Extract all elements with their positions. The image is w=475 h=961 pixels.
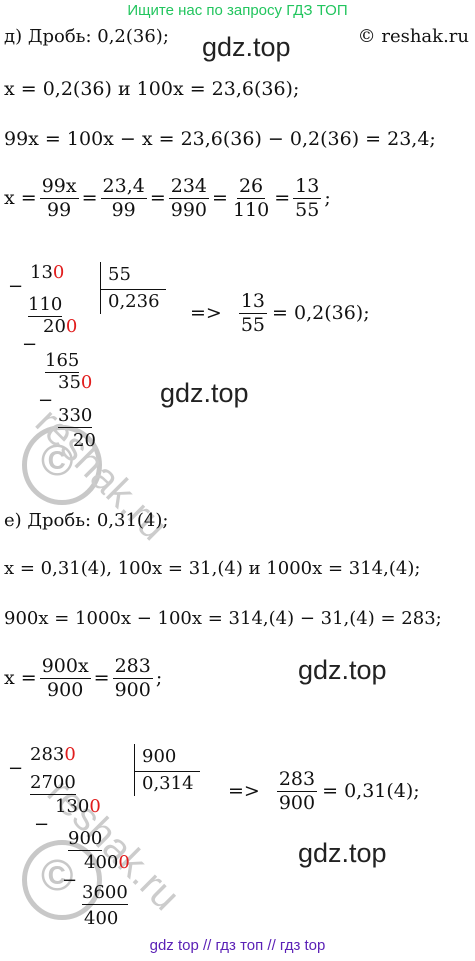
- remainder-1: 200: [43, 316, 78, 337]
- lhs: x =: [4, 187, 37, 210]
- copyright-label: © reshak.ru: [357, 26, 469, 47]
- remainder-2: 350: [58, 372, 93, 393]
- remainder-3: 20: [73, 430, 96, 451]
- minus-sign: −: [62, 870, 78, 891]
- part-d-heading: д) Дробь: 0,2(36);: [4, 26, 169, 47]
- division-bar: [134, 744, 135, 796]
- subtrahend-1: 2700: [30, 772, 76, 795]
- divisor-line: [100, 289, 166, 290]
- subtrahend-2: 900: [68, 828, 103, 851]
- quotient: 0,236: [108, 291, 160, 312]
- minus-sign: −: [22, 334, 38, 355]
- watermark: gdz.top: [202, 32, 291, 62]
- minus-sign: −: [8, 758, 24, 779]
- search-banner[interactable]: Ищите нас по запросу ГДЗ ТОП: [127, 2, 348, 19]
- subtrahend-2: 165: [45, 350, 80, 373]
- fraction: 234 990: [168, 175, 210, 221]
- fraction: 900x 900: [39, 655, 91, 701]
- part-e-line1: x = 0,31(4), 100x = 31,(4) и 1000x = 314…: [4, 558, 421, 579]
- remainder-3: 400: [84, 908, 119, 929]
- fraction: 283 900: [276, 768, 318, 814]
- fraction: 23,4 99: [100, 175, 147, 221]
- minus-sign: −: [8, 276, 24, 297]
- minus-sign: −: [38, 390, 54, 411]
- watermark: gdz.top: [298, 838, 387, 868]
- footer-links[interactable]: gdz top // гдз топ // гдз top: [149, 937, 326, 954]
- fraction: 99x 99: [39, 175, 79, 221]
- divisor-line: [134, 771, 200, 772]
- part-d-line1: x = 0,2(36) и 100x = 23,6(36);: [4, 78, 300, 100]
- part-d-line2: 99x = 100x − x = 23,6(36) − 0,2(36) = 23…: [4, 128, 436, 150]
- watermark: gdz.top: [298, 655, 387, 685]
- result-e: => 283 900 = 0,31(4);: [228, 768, 420, 814]
- remainder-1: 1300: [55, 796, 101, 817]
- fraction: 283 900: [112, 655, 153, 701]
- fraction: 13 55: [238, 290, 268, 336]
- minus-sign: −: [34, 814, 50, 835]
- implies-arrow: =>: [190, 302, 222, 325]
- fraction: 26 110: [232, 175, 270, 221]
- part-e-line2: 900x = 1000x − 100x = 314,(4) − 31,(4) =…: [4, 608, 442, 629]
- divisor: 55: [108, 264, 131, 285]
- division-bar: [100, 262, 101, 314]
- result-d: => 13 55 = 0,2(36);: [190, 290, 370, 336]
- subtrahend-1: 110: [28, 294, 63, 317]
- dividend: 130: [30, 262, 65, 283]
- dividend: 2830: [30, 744, 76, 765]
- part-d-line3: x = 99x 99 = 23,4 99 = 234 990 = 26 110 = 13 55 ;: [4, 175, 331, 221]
- subtrahend-3: 3600: [82, 882, 128, 905]
- implies-arrow: =>: [228, 780, 260, 803]
- divisor: 900: [142, 746, 177, 767]
- fraction: 13 55: [293, 175, 322, 221]
- subtrahend-3: 330: [58, 405, 93, 428]
- part-e-line3: x = 900x 900 = 283 900 ;: [4, 655, 163, 701]
- quotient: 0,314: [142, 773, 194, 794]
- part-e-heading: е) Дробь: 0,31(4);: [4, 510, 169, 531]
- remainder-2: 4000: [84, 852, 130, 873]
- lhs: x =: [4, 667, 37, 690]
- stamp-logo-2: ©: [22, 840, 102, 920]
- watermark: gdz.top: [160, 378, 249, 408]
